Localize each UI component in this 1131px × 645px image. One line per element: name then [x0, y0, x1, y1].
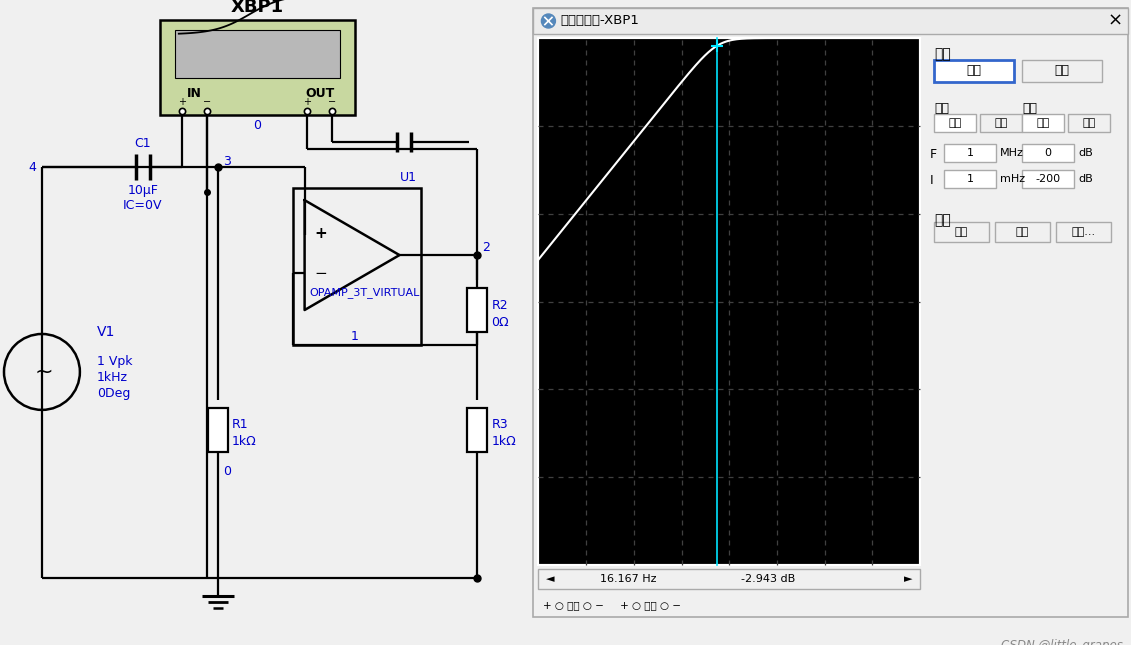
Text: 水平: 水平 — [934, 101, 949, 115]
Text: 线性: 线性 — [994, 118, 1008, 128]
Text: -200: -200 — [1036, 174, 1061, 184]
Bar — [944, 170, 996, 188]
Text: 反向: 反向 — [955, 227, 968, 237]
Text: 10μF
IC=0V: 10μF IC=0V — [123, 184, 163, 212]
Text: R3: R3 — [491, 419, 508, 432]
Bar — [1022, 170, 1074, 188]
Bar — [538, 38, 921, 565]
Text: 3: 3 — [223, 155, 231, 168]
Text: 保存: 保存 — [1016, 227, 1029, 237]
Bar — [159, 21, 354, 115]
Bar — [934, 222, 990, 242]
Bar — [467, 408, 487, 452]
Text: R1: R1 — [232, 419, 249, 432]
Text: 16.167 Hz: 16.167 Hz — [601, 574, 657, 584]
Bar — [1068, 114, 1110, 132]
Bar — [944, 144, 996, 162]
Text: +: + — [303, 97, 311, 107]
Text: 对数: 对数 — [949, 118, 961, 128]
Text: 垂直: 垂直 — [1022, 101, 1037, 115]
Bar — [467, 288, 487, 332]
Bar — [534, 8, 1128, 34]
Text: ►: ► — [904, 574, 913, 584]
Bar — [175, 30, 339, 78]
Text: +: + — [314, 226, 327, 241]
Bar — [293, 188, 422, 345]
Text: dB: dB — [1078, 148, 1093, 158]
Text: 0: 0 — [1045, 148, 1052, 158]
Bar — [1056, 222, 1111, 242]
Text: −: − — [202, 97, 210, 107]
Text: 1kΩ: 1kΩ — [232, 435, 257, 448]
Text: 波特图示仪-XBP1: 波特图示仪-XBP1 — [561, 14, 639, 28]
Bar — [981, 114, 1022, 132]
Text: 对数: 对数 — [1036, 118, 1050, 128]
Text: 1kΩ: 1kΩ — [491, 435, 516, 448]
Text: +: + — [178, 97, 185, 107]
Text: 1kHz: 1kHz — [97, 372, 128, 384]
Text: V1: V1 — [97, 325, 115, 339]
Bar — [1022, 144, 1074, 162]
Text: 0Ω: 0Ω — [491, 315, 509, 328]
Text: 模式: 模式 — [934, 47, 951, 61]
Text: CSDN @little_grapes: CSDN @little_grapes — [1001, 639, 1123, 645]
Text: OUT: OUT — [305, 87, 334, 100]
Text: −: − — [314, 266, 327, 281]
Text: dB: dB — [1078, 174, 1093, 184]
Bar — [934, 114, 976, 132]
Text: OPAMP_3T_VIRTUAL: OPAMP_3T_VIRTUAL — [310, 288, 420, 299]
Text: ◄: ◄ — [546, 574, 555, 584]
Text: U1: U1 — [399, 171, 416, 184]
Text: ×: × — [1108, 12, 1123, 30]
Text: -2.943 dB: -2.943 dB — [741, 574, 795, 584]
Bar — [1022, 60, 1102, 82]
Text: 相位: 相位 — [1054, 64, 1070, 77]
Text: 1 Vpk: 1 Vpk — [97, 355, 132, 368]
Text: 0: 0 — [252, 119, 260, 132]
Text: 1: 1 — [967, 148, 974, 158]
Text: 1: 1 — [967, 174, 974, 184]
Text: MHz: MHz — [1000, 148, 1024, 158]
Bar — [934, 60, 1015, 82]
Text: ~: ~ — [35, 362, 53, 382]
Text: 1: 1 — [351, 330, 359, 344]
Text: 线性: 线性 — [1082, 118, 1096, 128]
Text: XBP1: XBP1 — [231, 0, 284, 16]
Text: −: − — [328, 97, 336, 107]
Text: 2: 2 — [482, 241, 490, 253]
Bar — [538, 569, 921, 589]
Text: IN: IN — [188, 87, 202, 100]
Text: 幅度: 幅度 — [967, 64, 982, 77]
Text: C1: C1 — [135, 137, 152, 150]
Bar — [995, 222, 1050, 242]
Text: + ○ 输入 ○ −     + ○ 输出 ○ −: + ○ 输入 ○ − + ○ 输出 ○ − — [543, 600, 682, 610]
Text: 控制: 控制 — [934, 213, 951, 227]
Text: R2: R2 — [491, 299, 508, 312]
Text: I: I — [930, 174, 934, 186]
Text: 4: 4 — [28, 161, 36, 174]
Circle shape — [542, 14, 555, 28]
Text: mHz: mHz — [1000, 174, 1025, 184]
Text: 0: 0 — [223, 465, 231, 479]
Bar — [1022, 114, 1064, 132]
Bar — [538, 38, 921, 565]
Text: F: F — [930, 148, 938, 161]
Text: 0Deg: 0Deg — [97, 388, 130, 401]
Text: 设置...: 设置... — [1071, 227, 1096, 237]
Bar — [208, 408, 227, 452]
